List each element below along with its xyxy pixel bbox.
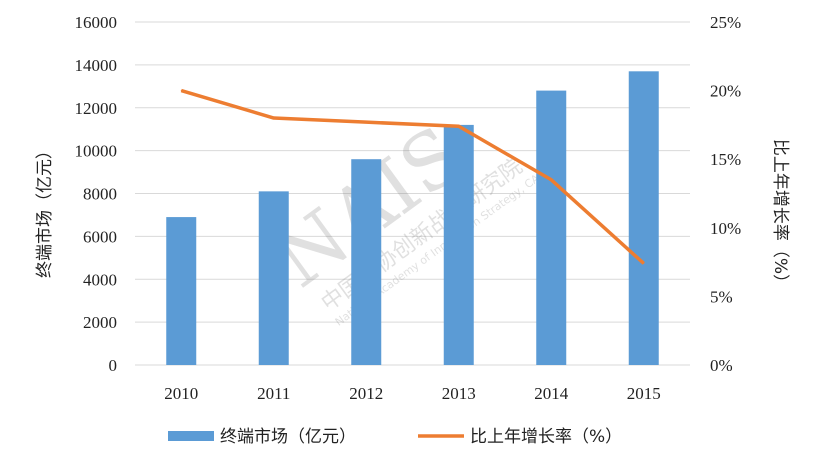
y-axis-left-title: 终端市场（亿元） (35, 142, 55, 278)
x-tick-label: 2012 (349, 384, 383, 403)
watermark-logo: NAIS 中国科协创新战略研究院 National Academy of Inn… (258, 110, 553, 329)
y-tick-label: 10000 (75, 142, 118, 161)
bar (351, 159, 382, 365)
line-point (643, 262, 645, 264)
y2-tick-label: 0% (710, 356, 733, 375)
bar (258, 191, 289, 365)
bar-series (166, 71, 659, 366)
line-point (180, 90, 182, 92)
line-point (550, 179, 552, 181)
gridlines (135, 21, 690, 366)
line-point (458, 125, 460, 127)
bar (443, 124, 474, 366)
y2-tick-label: 20% (710, 82, 741, 101)
x-tick-label: 2011 (257, 384, 290, 403)
y-tick-label: 6000 (83, 227, 117, 246)
y2-tick-label: 25% (710, 13, 741, 32)
bar (166, 217, 197, 365)
y-tick-label: 8000 (83, 185, 117, 204)
legend-bar-label: 终端市场（亿元） (220, 427, 356, 447)
y-axis-right-ticks: 0% 5% 10% 15% 20% 25% (710, 13, 741, 375)
bar (628, 71, 659, 366)
y-tick-label: 12000 (75, 99, 118, 118)
growth-line (180, 88, 645, 265)
x-tick-label: 2013 (442, 384, 476, 403)
x-tick-label: 2014 (534, 384, 569, 403)
bar (536, 90, 567, 365)
x-axis-ticks: 2010 2011 2012 2013 2014 2015 (164, 384, 661, 403)
line-series (180, 88, 645, 265)
y2-tick-label: 10% (710, 219, 741, 238)
x-tick-label: 2015 (627, 384, 661, 403)
y-tick-label: 4000 (83, 270, 117, 289)
x-tick-label: 2010 (164, 384, 198, 403)
y-axis-left-ticks: 0 2000 4000 6000 8000 10000 12000 14000 16000 (75, 13, 118, 375)
y-tick-label: 2000 (83, 313, 117, 332)
line-point (365, 121, 367, 123)
line-point (273, 117, 275, 119)
legend-line-label: 比上年增长率（%） (470, 427, 622, 447)
y-tick-label: 0 (109, 356, 118, 375)
y-tick-label: 14000 (75, 56, 118, 75)
legend-bar-swatch (168, 431, 214, 441)
y2-tick-label: 5% (710, 287, 733, 306)
legend: 终端市场（亿元） 比上年增长率（%） (168, 427, 622, 447)
y-axis-right-title: 比上年增长率（%） (770, 139, 790, 291)
y-tick-label: 16000 (75, 13, 118, 32)
y2-tick-label: 15% (710, 150, 741, 169)
